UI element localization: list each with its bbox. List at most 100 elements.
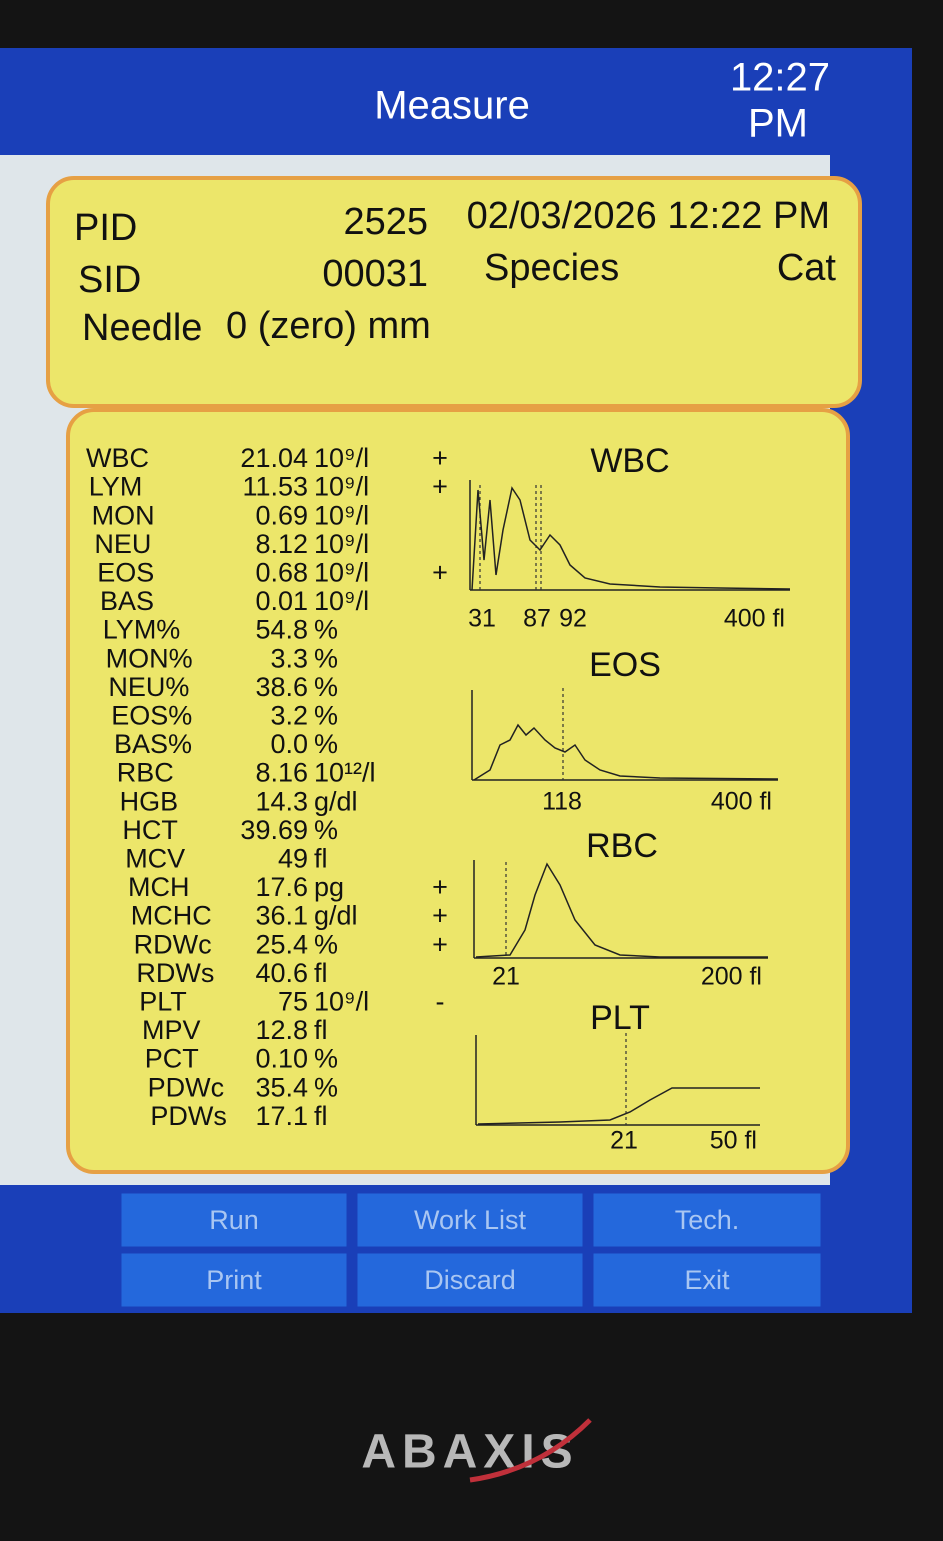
result-name: PLT — [139, 987, 187, 1017]
eos-plot — [471, 688, 779, 781]
result-value: 36.1 — [255, 901, 308, 931]
result-unit: % — [314, 672, 338, 702]
result-value: 0.68 — [255, 558, 308, 588]
result-value: 17.6 — [255, 872, 308, 902]
result-unit: % — [314, 729, 338, 759]
histogram-title: EOS — [589, 646, 661, 684]
result-value: 3.2 — [270, 701, 308, 731]
histogram-end: 400 fl — [724, 605, 785, 633]
button-label[interactable]: Exit — [684, 1265, 730, 1295]
needle: 0 (zero) mm — [226, 305, 431, 347]
result-unit: % — [314, 615, 338, 645]
info-box — [46, 176, 862, 408]
result-unit: % — [314, 1072, 338, 1102]
histogram-marker: 87 — [523, 605, 551, 633]
result-name: NEU% — [108, 672, 189, 702]
histogram-marker: 21 — [492, 963, 520, 991]
result-flag: + — [432, 443, 448, 473]
result-value: 0.01 — [255, 586, 308, 616]
brand-swoosh — [469, 1418, 592, 1483]
result-name: PDWc — [148, 1072, 225, 1102]
result-flag: + — [432, 929, 448, 959]
button-label[interactable]: Work List — [414, 1205, 527, 1235]
result-unit: 10⁹/l — [314, 500, 369, 530]
result-unit: % — [314, 929, 338, 959]
result-value: 25.4 — [255, 929, 308, 959]
result-value: 3.3 — [270, 643, 308, 673]
result-name: NEU — [94, 529, 151, 559]
result-name: MON% — [106, 643, 193, 673]
result-value: 0.0 — [270, 729, 308, 759]
histogram-title: WBC — [590, 442, 669, 480]
wbc-plot — [469, 480, 791, 591]
result-name: BAS — [100, 586, 154, 616]
result-unit: % — [314, 1044, 338, 1074]
button[interactable] — [354, 1250, 586, 1310]
button[interactable] — [354, 1190, 586, 1250]
result-unit: 10⁹/l — [314, 987, 369, 1017]
result-name: EOS — [97, 558, 154, 588]
result-name: LYM — [89, 472, 143, 502]
result-value: 54.8 — [255, 615, 308, 645]
result-value: 17.1 — [255, 1101, 308, 1131]
result-unit: 10⁹/l — [314, 443, 369, 473]
result-value: 0.69 — [255, 500, 308, 530]
time-period: PM — [748, 102, 808, 146]
plt-plot — [475, 1033, 760, 1126]
result-unit: 10¹²/l — [314, 758, 376, 788]
result-unit: 10⁹/l — [314, 529, 369, 559]
button-label[interactable]: Tech. — [675, 1205, 740, 1235]
result-name: MCHC — [131, 901, 212, 931]
histogram-title: PLT — [590, 999, 650, 1037]
histogram-marker: 118 — [542, 788, 582, 816]
histogram-marker: 31 — [468, 605, 496, 633]
result-name: HCT — [122, 815, 177, 845]
result-unit: g/dl — [314, 786, 358, 816]
rbc-plot — [473, 860, 768, 959]
result-name: RDWs — [136, 958, 214, 988]
button[interactable] — [590, 1250, 824, 1310]
button-label[interactable]: Discard — [424, 1265, 516, 1295]
button[interactable] — [118, 1190, 350, 1250]
button[interactable] — [118, 1250, 350, 1310]
result-value: 8.16 — [255, 758, 308, 788]
pid-label: PID — [74, 207, 137, 249]
result-flag: + — [432, 872, 448, 902]
result-name: PDWs — [150, 1101, 227, 1131]
result-unit: fl — [314, 1101, 328, 1131]
button-label[interactable]: Print — [206, 1265, 262, 1295]
title: Measure — [374, 84, 530, 128]
pid: 2525 — [343, 201, 428, 243]
result-name: MCV — [125, 844, 185, 874]
sid-label: SID — [78, 259, 141, 301]
result-unit: pg — [314, 872, 344, 902]
result-unit: fl — [314, 1015, 328, 1045]
histogram-marker: 92 — [559, 605, 587, 633]
result-unit: 10⁹/l — [314, 472, 369, 502]
result-name: LYM% — [103, 615, 181, 645]
button[interactable] — [590, 1190, 824, 1250]
result-value: 35.4 — [255, 1072, 308, 1102]
result-flag: + — [432, 472, 448, 502]
result-unit: % — [314, 643, 338, 673]
result-value: 0.10 — [255, 1044, 308, 1074]
result-value: 49 — [278, 844, 308, 874]
result-unit: 10⁹/l — [314, 586, 369, 616]
button-label[interactable]: Run — [209, 1205, 259, 1235]
result-value: 12.8 — [255, 1015, 308, 1045]
result-value: 21.04 — [240, 443, 308, 473]
result-flag: - — [436, 987, 445, 1017]
species: Cat — [777, 247, 837, 289]
result-value: 11.53 — [242, 472, 308, 502]
sid: 00031 — [322, 253, 428, 295]
result-value: 38.6 — [255, 672, 308, 702]
result-name: RDWc — [134, 929, 212, 959]
results-box — [66, 408, 850, 1174]
result-flag: + — [432, 901, 448, 931]
result-flag: + — [432, 558, 448, 588]
histogram-end: 50 fl — [710, 1127, 757, 1155]
result-unit: fl — [314, 844, 328, 874]
result-name: EOS% — [111, 701, 192, 731]
result-value: 39.69 — [240, 815, 308, 845]
